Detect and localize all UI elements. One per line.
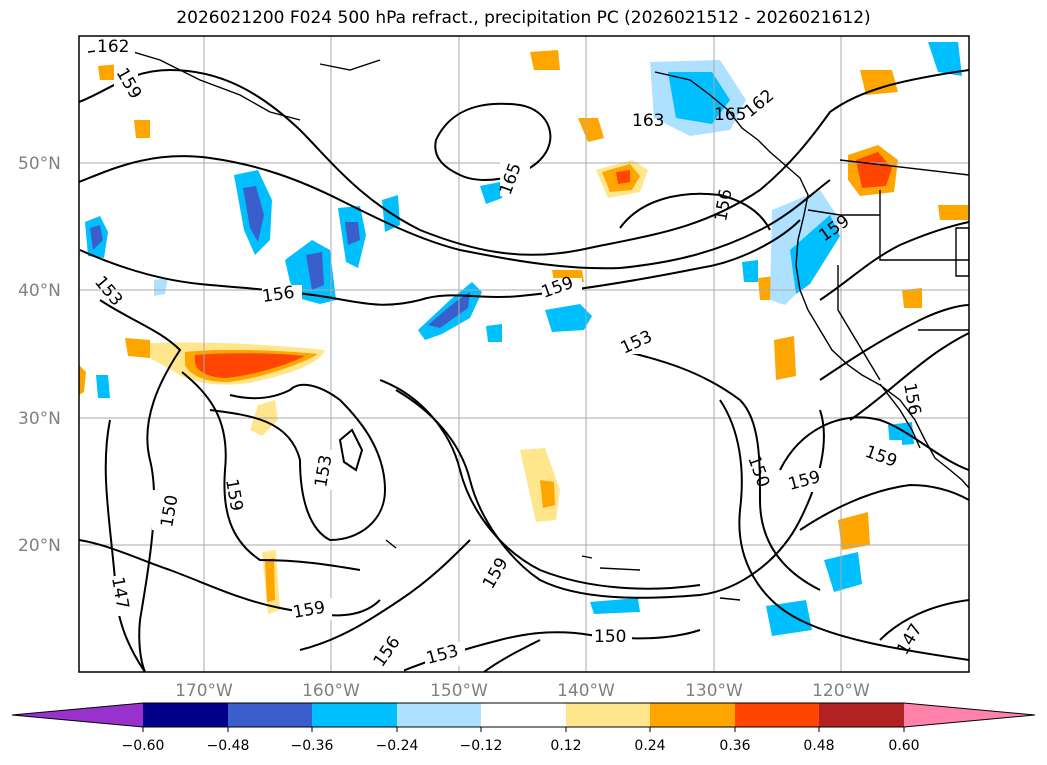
colorbar-tick-label: −0.36 bbox=[291, 738, 334, 754]
precip-shading bbox=[79, 42, 968, 636]
contour-label: 163 bbox=[632, 111, 664, 131]
colorbar-segment bbox=[650, 703, 735, 727]
colorbar-segment bbox=[904, 703, 1035, 727]
map-frame bbox=[78, 35, 970, 673]
colorbar-segment bbox=[566, 703, 650, 727]
colorbar-tick-label: 0.60 bbox=[888, 738, 919, 754]
contour-label: 150 bbox=[594, 627, 626, 647]
colorbar-segment bbox=[735, 703, 819, 727]
refractivity-contours bbox=[79, 68, 969, 672]
colorbar-segment bbox=[481, 703, 566, 727]
contour-label: 162 bbox=[97, 37, 129, 57]
plot-title: 2026021200 F024 500 hPa refract., precip… bbox=[176, 8, 871, 28]
colorbar-segment bbox=[228, 703, 312, 727]
colorbar-tick-label: 0.48 bbox=[803, 738, 834, 754]
colorbar-tick-label: −0.12 bbox=[460, 738, 503, 754]
lon-label: 150°W bbox=[430, 681, 488, 701]
lon-label: 130°W bbox=[685, 681, 743, 701]
colorbar-tick-label: 0.36 bbox=[719, 738, 750, 754]
latitude-labels: 50°N 40°N 30°N 20°N bbox=[18, 154, 61, 556]
colorbar: −0.60 −0.48 −0.36 −0.24 −0.12 0.12 0.24 … bbox=[11, 702, 1036, 754]
lon-label: 120°W bbox=[812, 681, 870, 701]
lon-label: 160°W bbox=[302, 681, 360, 701]
lon-label: 170°W bbox=[175, 681, 233, 701]
colorbar-tick-label: −0.24 bbox=[376, 738, 419, 754]
lat-label: 20°N bbox=[18, 536, 61, 556]
contour-label: 156 bbox=[261, 283, 296, 307]
longitude-labels: 170°W 160°W 150°W 140°W 130°W 120°W bbox=[175, 681, 870, 701]
colorbar-segment bbox=[143, 703, 228, 727]
contour-label: 165 bbox=[714, 105, 746, 125]
graticule bbox=[79, 36, 969, 672]
colorbar-segment bbox=[12, 703, 143, 727]
lon-label: 140°W bbox=[557, 681, 615, 701]
colorbar-tick-label: −0.60 bbox=[122, 738, 165, 754]
colorbar-tick-label: 0.24 bbox=[634, 738, 665, 754]
lat-label: 30°N bbox=[18, 409, 61, 429]
colorbar-segment bbox=[819, 703, 904, 727]
colorbar-segment bbox=[312, 703, 397, 727]
lat-label: 50°N bbox=[18, 154, 61, 174]
lat-label: 40°N bbox=[18, 281, 61, 301]
coastlines bbox=[87, 47, 969, 601]
colorbar-tick-label: −0.48 bbox=[207, 738, 250, 754]
colorbar-segment bbox=[397, 703, 481, 727]
colorbar-tick-label: 0.12 bbox=[550, 738, 581, 754]
